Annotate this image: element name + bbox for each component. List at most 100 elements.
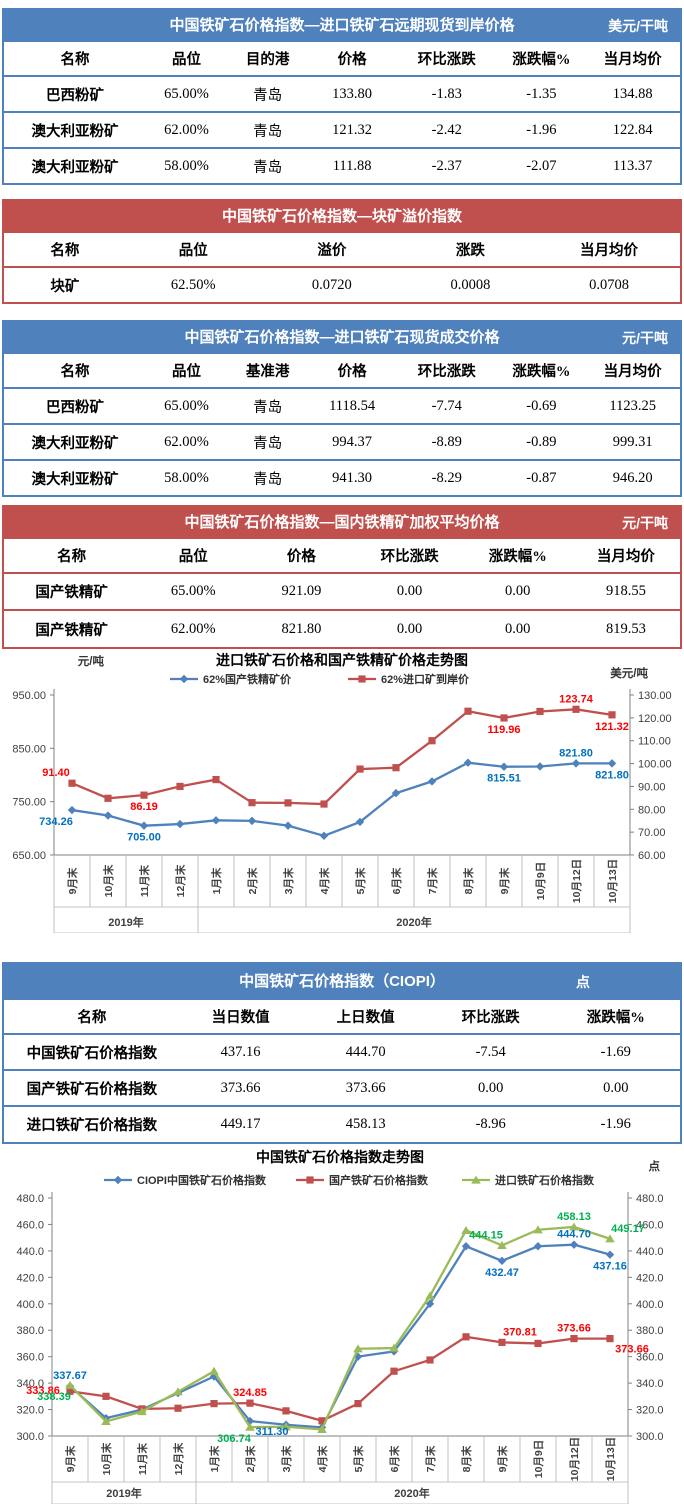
cell: 373.66 (345, 1079, 386, 1096)
col-header: 名称 (57, 549, 87, 565)
table-header-row: 名称 品位 价格 环比涨跌 涨跌幅% 当月均价 (4, 539, 680, 573)
svg-text:338.39: 338.39 (37, 1391, 71, 1403)
cell: 444.70 (345, 1043, 386, 1060)
svg-text:300.0: 300.0 (636, 1431, 664, 1443)
table-ciopi-index: 中国铁矿石价格指数（CIOPI） 点 名称 当日数值 上日数值 环比涨跌 涨跌幅… (2, 962, 682, 1144)
col-header: 当月均价 (603, 364, 662, 380)
svg-text:440.0: 440.0 (636, 1246, 664, 1258)
col-header: 涨跌幅% (488, 549, 547, 565)
cell: -7.54 (475, 1043, 506, 1060)
col-header: 价格 (337, 364, 367, 380)
svg-text:300.0: 300.0 (16, 1431, 44, 1443)
cell: 青岛 (253, 87, 283, 104)
svg-text:821.80: 821.80 (559, 747, 593, 759)
col-header: 价格 (337, 52, 367, 68)
svg-text:123.74: 123.74 (559, 693, 594, 705)
svg-text:86.19: 86.19 (130, 801, 158, 813)
svg-text:1月末: 1月末 (208, 1445, 221, 1472)
svg-text:420.0: 420.0 (16, 1272, 44, 1284)
col-header: 环比涨跌 (417, 52, 476, 68)
svg-text:340.0: 340.0 (16, 1378, 44, 1390)
cell: -1.69 (600, 1043, 631, 1060)
svg-text:380.0: 380.0 (636, 1325, 664, 1337)
cell: 0.00 (603, 1079, 629, 1096)
cell: -0.89 (526, 433, 557, 450)
table-header-row: 名称 当日数值 上日数值 环比涨跌 涨跌幅% (4, 1000, 680, 1034)
svg-text:10月末: 10月末 (102, 864, 115, 897)
svg-text:460.0: 460.0 (636, 1219, 664, 1231)
svg-text:750.00: 750.00 (12, 797, 46, 809)
table-title: 中国铁矿石价格指数—进口铁矿石现货成交价格 (184, 329, 500, 346)
svg-text:311.30: 311.30 (255, 1426, 288, 1438)
svg-text:10月12日: 10月12日 (571, 859, 583, 903)
svg-text:373.66: 373.66 (615, 1344, 649, 1356)
table-title: 中国铁矿石价格指数—国内铁精矿加权平均价格 (184, 514, 500, 531)
svg-text:8月末: 8月末 (462, 867, 475, 894)
table-title: 中国铁矿石价格指数—块矿溢价指数 (221, 208, 462, 225)
cell: 121.32 (332, 121, 373, 138)
svg-text:2020年: 2020年 (396, 915, 431, 929)
svg-text:119.96: 119.96 (487, 724, 520, 736)
svg-text:449.17: 449.17 (611, 1223, 645, 1235)
chart-price-trend: 进口铁矿石价格和国产铁精矿价格走势图 元/吨美元/吨 62%国产铁精矿价 62%进口矿… (12, 652, 672, 934)
cell: 918.55 (605, 583, 646, 599)
cell: 0.00 (505, 620, 531, 637)
cell: 青岛 (253, 435, 283, 452)
cell: -0.87 (526, 469, 557, 486)
table-title-bar: 中国铁矿石价格指数—块矿溢价指数 (4, 201, 680, 233)
table-title-bar: 中国铁矿石价格指数—进口铁矿石远期现货到岸价格 美元/干吨 (4, 10, 680, 42)
table-header-row: 名称 品位 溢价 涨跌 当月均价 (4, 233, 680, 267)
col-header: 环比涨跌 (380, 549, 439, 565)
svg-text:91.40: 91.40 (42, 767, 70, 779)
svg-text:2019年: 2019年 (108, 915, 143, 929)
cell: 122.84 (612, 121, 653, 138)
svg-text:7月末: 7月末 (426, 867, 439, 894)
cell: -2.42 (431, 121, 462, 138)
svg-text:进口铁矿石价格指数: 进口铁矿石价格指数 (495, 1173, 595, 1187)
cell: 青岛 (253, 159, 283, 176)
svg-text:821.80: 821.80 (595, 769, 629, 781)
svg-text:62%国产铁精矿价: 62%国产铁精矿价 (203, 672, 292, 686)
svg-text:100.00: 100.00 (638, 759, 672, 771)
svg-text:中国铁矿石价格指数走势图: 中国铁矿石价格指数走势图 (256, 1149, 424, 1165)
svg-text:10月13日: 10月13日 (607, 859, 619, 903)
svg-text:9月末: 9月末 (496, 1445, 509, 1472)
cell: 0.0720 (311, 276, 352, 293)
col-header: 目的港 (245, 52, 290, 68)
svg-text:950.00: 950.00 (12, 690, 46, 702)
col-header: 环比涨跌 (417, 364, 476, 380)
cell: 994.37 (332, 433, 373, 450)
svg-text:360.0: 360.0 (636, 1352, 664, 1364)
cell: 62.00% (170, 620, 216, 637)
svg-text:10月末: 10月末 (100, 1442, 113, 1475)
table-unit: 元/干吨 (622, 515, 668, 531)
table-import-forward-price: 中国铁矿石价格指数—进口铁矿石远期现货到岸价格 美元/干吨 名称 品位 目的港 … (2, 8, 682, 185)
cell: -8.29 (431, 469, 462, 486)
svg-text:4月末: 4月末 (318, 867, 331, 894)
cell: 澳大利亚粉矿 (31, 435, 119, 452)
cell: 458.13 (345, 1116, 386, 1132)
svg-text:10月13日: 10月13日 (605, 1437, 617, 1481)
svg-text:460.0: 460.0 (16, 1219, 44, 1231)
svg-text:10月12日: 10月12日 (569, 1437, 581, 1481)
cell: -1.35 (526, 85, 557, 102)
col-header: 名称 (50, 243, 80, 259)
svg-text:10月9日: 10月9日 (533, 1440, 545, 1479)
svg-text:420.0: 420.0 (636, 1272, 664, 1284)
svg-text:650.00: 650.00 (12, 850, 46, 862)
col-header: 品位 (172, 364, 201, 380)
cell: 0.00 (505, 583, 531, 599)
svg-text:850.00: 850.00 (12, 743, 46, 755)
table-unit: 美元/干吨 (608, 18, 668, 34)
svg-text:进口铁矿石价格和国产铁精矿价格走势图: 进口铁矿石价格和国产铁精矿价格走势图 (216, 652, 468, 668)
cell: -2.37 (431, 157, 462, 174)
svg-text:815.51: 815.51 (487, 773, 521, 785)
table-row: 中国铁矿石价格指数 437.16 444.70 -7.54 -1.69 (4, 1034, 680, 1070)
svg-text:10月9日: 10月9日 (535, 862, 547, 901)
table-title-bar: 中国铁矿石价格指数—国内铁精矿加权平均价格 元/干吨 (4, 507, 680, 539)
cell: -8.96 (475, 1116, 506, 1132)
cell: 62.00% (164, 433, 209, 450)
svg-text:130.00: 130.00 (638, 690, 672, 702)
svg-text:324.85: 324.85 (233, 1387, 267, 1399)
table-row: 巴西粉矿 65.00% 青岛 133.80 -1.83 -1.35 134.88 (4, 76, 680, 112)
